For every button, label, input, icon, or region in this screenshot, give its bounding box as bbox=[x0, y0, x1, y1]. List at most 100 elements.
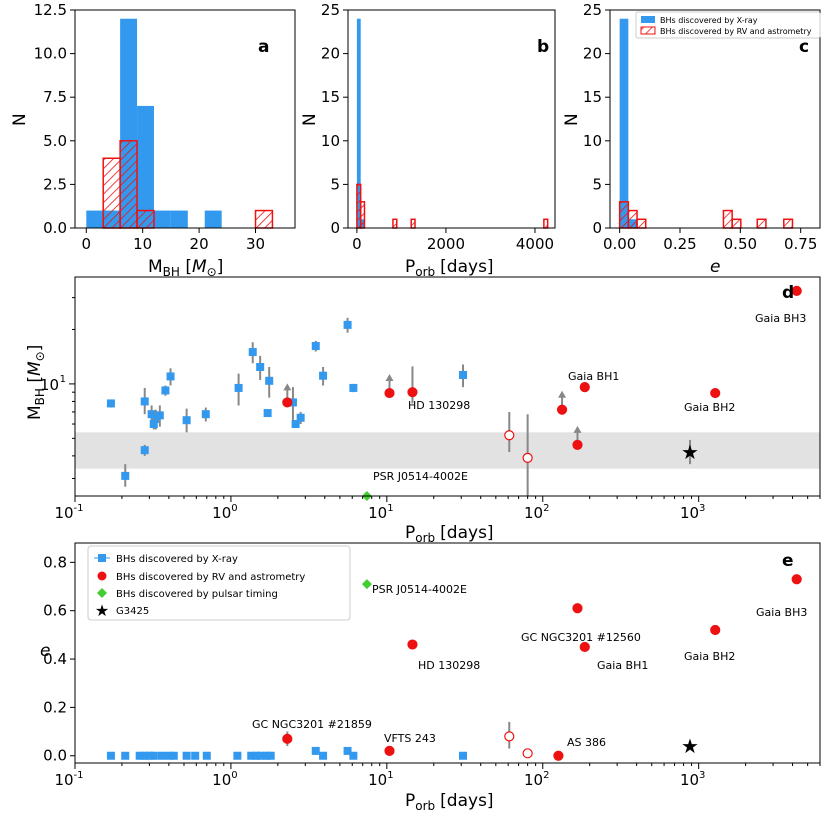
panel-a-xray-bar bbox=[170, 210, 188, 228]
xtick-exponent: 0 bbox=[231, 503, 237, 514]
xtick-label: 0.25 bbox=[663, 235, 696, 253]
xray-bh-marker bbox=[248, 348, 257, 357]
ytick-label: 25 bbox=[583, 1, 602, 19]
annotation-gaia-bh3-e: Gaia BH3 bbox=[756, 606, 807, 619]
legend-xray-label: BHs discovered by X-ray bbox=[660, 16, 758, 25]
panel-c-rv-bar bbox=[636, 218, 647, 229]
rv-bh-marker bbox=[282, 733, 293, 744]
ytick-label: 0.0 bbox=[43, 747, 67, 765]
panel-c-frame bbox=[609, 9, 821, 229]
legend-e-rv-marker bbox=[97, 571, 107, 581]
rv-bh-marker bbox=[579, 641, 590, 653]
rv-bh-marker bbox=[710, 624, 721, 636]
xtick-exponent: 1 bbox=[387, 770, 393, 781]
xtick-label: 4000 bbox=[516, 235, 554, 253]
rv-bh-marker bbox=[579, 382, 590, 393]
xray-bh-marker bbox=[319, 371, 328, 380]
xray-bh-marker bbox=[319, 751, 328, 760]
annotation-hd130298-e: HD 130298 bbox=[418, 659, 480, 672]
panel-a-xticks: 0 10 20 30 bbox=[82, 228, 265, 253]
panel-c-letter: c bbox=[799, 37, 809, 57]
annotation-gaia-bh1-e: Gaia BH1 bbox=[597, 659, 648, 672]
panel-b-yticks: 0 5 10 15 20 25 bbox=[321, 1, 348, 237]
ytick-label: 0.4 bbox=[43, 650, 67, 668]
ytick-label: 15 bbox=[321, 88, 340, 106]
xtick-label: 10 bbox=[133, 235, 152, 253]
ytick-label: 0 bbox=[592, 219, 602, 237]
panel-b-rv-bar bbox=[410, 218, 416, 229]
panel-c-rv-bar bbox=[627, 209, 638, 229]
xray-bh-marker bbox=[182, 751, 191, 760]
xray-bh-marker bbox=[145, 751, 154, 760]
panel-a-yticks: 0.0 2.5 5.0 7.5 10.0 12.5 bbox=[34, 1, 75, 237]
xtick-label: 101 bbox=[368, 503, 393, 522]
panel-b-letter: b bbox=[537, 37, 549, 57]
xray-bh-marker bbox=[311, 342, 320, 351]
lower-limit-arrowhead bbox=[573, 425, 582, 433]
panel-d-mass-gap-band bbox=[75, 432, 820, 469]
panel-b-xray-bar bbox=[356, 18, 361, 228]
rv-bh-marker bbox=[282, 397, 293, 408]
panel-c-xticks: 0.00 0.25 0.50 0.75 bbox=[603, 228, 817, 253]
xtick-label: 10-1 bbox=[54, 503, 83, 522]
annotation-psr-d: PSR J0514-4002E bbox=[373, 470, 468, 483]
xray-bh-marker bbox=[311, 746, 320, 755]
panel-d-xlabel: Porb [days] bbox=[405, 523, 494, 545]
xray-bh-marker bbox=[202, 751, 211, 760]
panel-a-xray-bar bbox=[204, 210, 222, 228]
panel-e-ylabel: e bbox=[40, 641, 50, 661]
annotation-gaia-bh2-d: Gaia BH2 bbox=[684, 401, 735, 414]
rv-bh-marker bbox=[553, 750, 564, 761]
xtick-label: 0.75 bbox=[784, 235, 817, 253]
rv-bh-marker bbox=[791, 574, 802, 585]
panel-a: 0.0 2.5 5.0 7.5 10.0 12.5 0 10 20 30 a N MBH [M⊙… bbox=[10, 1, 296, 279]
xray-bh-marker bbox=[256, 363, 265, 372]
annotation-gaia-bh1-d: Gaia BH1 bbox=[568, 370, 619, 383]
xray-bh-marker bbox=[106, 399, 115, 408]
panel-a-rv-bar bbox=[102, 157, 121, 229]
panel-a-frame bbox=[74, 9, 296, 229]
ytick-label: 5 bbox=[330, 175, 340, 193]
g3425-star-marker: ★ bbox=[681, 440, 699, 464]
ytick-label: 7.5 bbox=[43, 88, 67, 106]
panel-d-letter: d bbox=[782, 283, 794, 303]
xray-bh-marker bbox=[256, 751, 265, 760]
ytick-label: 10 bbox=[40, 376, 59, 394]
panel-b-ylabel: N bbox=[300, 113, 320, 126]
xtick-label: 0 bbox=[82, 235, 92, 253]
annotation-hd130298-d: HD 130298 bbox=[408, 399, 470, 412]
xtick-label: 0.00 bbox=[603, 235, 636, 253]
xray-bh-marker bbox=[149, 420, 158, 429]
rv-bh-marker bbox=[407, 387, 418, 398]
xtick-label: 10-1 bbox=[54, 770, 83, 789]
xray-bh-marker bbox=[459, 371, 468, 380]
xray-bh-marker bbox=[147, 410, 156, 419]
xtick-label: 103 bbox=[680, 770, 705, 789]
xtick-label: 100 bbox=[212, 503, 237, 522]
legend-xray-swatch bbox=[641, 16, 655, 23]
xray-bh-marker bbox=[234, 383, 243, 392]
xray-bh-marker bbox=[291, 420, 300, 429]
xray-bh-marker bbox=[296, 413, 305, 422]
rv-bh-marker bbox=[522, 748, 533, 759]
legend-e-star-marker: ★ bbox=[95, 601, 109, 620]
legend-e-pulsar-label: BHs discovered by pulsar timing bbox=[116, 589, 278, 600]
ytick-label: 0.6 bbox=[43, 602, 67, 620]
ytick-label: 0.2 bbox=[43, 698, 67, 716]
panel-c: 0 5 10 15 20 25 0.00 0.25 0.50 0.75 c N e BHs di… bbox=[562, 1, 821, 277]
xray-bh-marker bbox=[149, 751, 158, 760]
panel-c-rv-bar bbox=[756, 218, 767, 229]
panel-b-xlabel: Porb [days] bbox=[405, 257, 494, 279]
xtick-exponent: 2 bbox=[543, 770, 549, 781]
ytick-label: 20 bbox=[583, 45, 602, 63]
panel-c-bars bbox=[618, 18, 794, 229]
annotation-gaia-bh3-d: Gaia BH3 bbox=[755, 312, 806, 325]
panel-c-xray-bar bbox=[619, 18, 629, 228]
xtick-exponent: -1 bbox=[74, 770, 84, 781]
panel-c-yticks: 0 5 10 15 20 25 bbox=[583, 1, 610, 237]
legend-rv-swatch bbox=[640, 26, 656, 35]
xray-bh-marker bbox=[121, 471, 130, 480]
panel-a-xray-bar bbox=[86, 210, 104, 228]
xray-bh-marker bbox=[161, 386, 170, 395]
